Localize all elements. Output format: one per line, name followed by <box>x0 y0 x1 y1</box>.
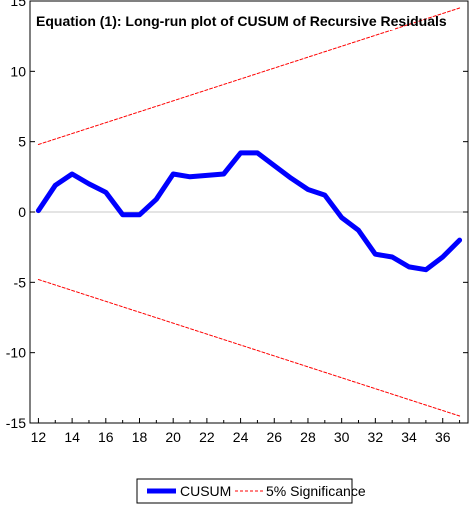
legend-label-significance: 5% Significance <box>266 483 366 499</box>
legend: CUSUM 5% Significance <box>136 478 366 504</box>
chart-title: Equation (1): Long-run plot of CUSUM of … <box>36 13 447 29</box>
x-tick-label: 14 <box>64 429 80 445</box>
y-axis: 15 10 5 0 -5 -10 -15 <box>6 0 468 431</box>
y-tick-label: 10 <box>10 63 26 79</box>
x-tick-label: 20 <box>165 429 181 445</box>
chart-title-box <box>31 10 395 30</box>
x-tick-label: 16 <box>98 429 114 445</box>
x-tick-label: 26 <box>266 429 282 445</box>
x-tick-label: 34 <box>401 429 417 445</box>
lower-significance-line <box>37 279 461 417</box>
y-tick-label: -10 <box>6 345 26 361</box>
y-tick-label: -5 <box>14 274 27 290</box>
y-tick-label: 0 <box>18 204 26 220</box>
x-tick-label: 24 <box>233 429 249 445</box>
x-tick-label: 32 <box>368 429 384 445</box>
y-tick-label: 15 <box>10 0 26 9</box>
x-tick-label: 28 <box>300 429 316 445</box>
x-tick-label: 12 <box>31 429 47 445</box>
series-layer <box>35 7 463 417</box>
x-tick-label: 30 <box>334 429 350 445</box>
y-tick-label: -15 <box>6 415 26 431</box>
x-tick-label: 36 <box>435 429 451 445</box>
y-tick-label: 5 <box>18 134 26 150</box>
upper-significance-line <box>37 7 461 145</box>
legend-label-cusum: CUSUM <box>180 483 231 499</box>
x-axis: 12 14 16 18 20 22 24 26 28 30 32 34 36 <box>31 418 461 445</box>
x-tick-label: 18 <box>132 429 148 445</box>
x-tick-label: 22 <box>199 429 215 445</box>
cusum-line <box>35 150 463 273</box>
